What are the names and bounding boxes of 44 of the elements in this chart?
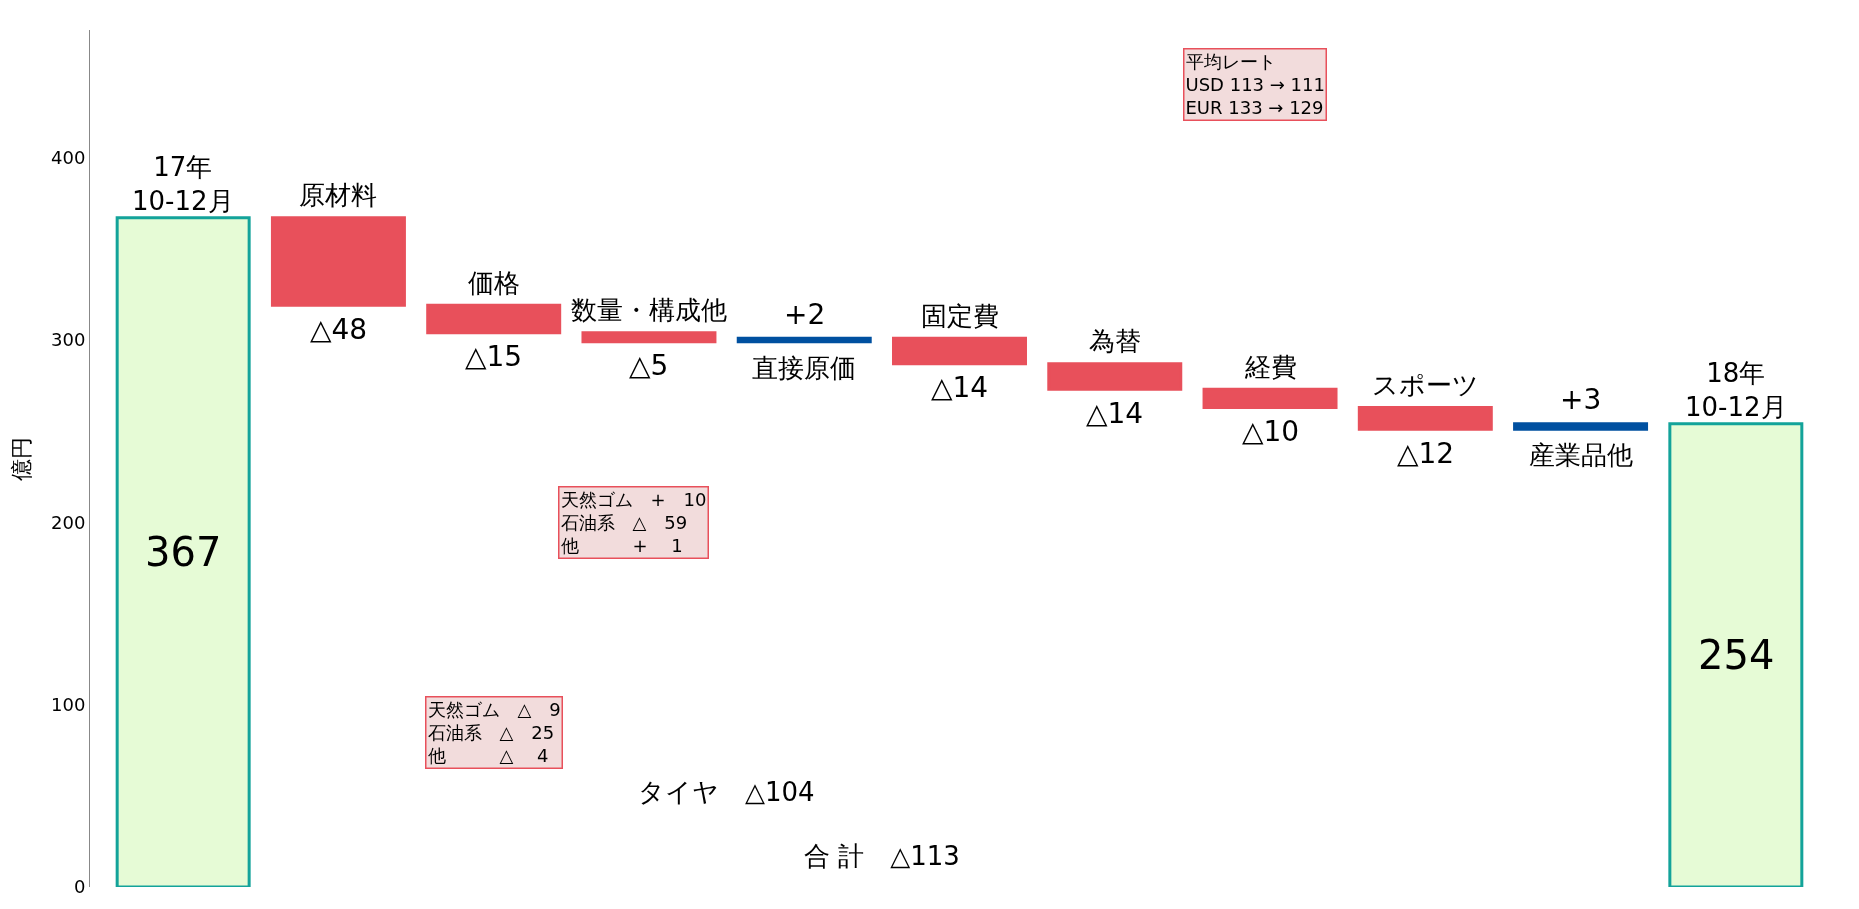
- y-tick-label: 200: [51, 511, 86, 533]
- x-tick-label: 価格: [468, 268, 520, 298]
- y-axis-title: 億円: [8, 436, 34, 481]
- bar: [736, 336, 872, 344]
- y-tick-label: 100: [51, 693, 86, 715]
- y-tick-label: 300: [51, 329, 86, 351]
- x-tick-label: 固定費: [921, 301, 999, 331]
- bar: [1357, 405, 1493, 431]
- annotation: タイヤ △104: [638, 777, 815, 807]
- x-tick-label: 数量・構成他: [571, 295, 727, 325]
- bar: [270, 216, 406, 307]
- bar: [892, 336, 1027, 366]
- y-tick-label: 400: [51, 146, 86, 168]
- data-label: △14: [1086, 397, 1144, 430]
- x-tick-label: スポーツ: [1372, 370, 1479, 400]
- data-label: △15: [465, 340, 523, 373]
- data-label: 367: [145, 529, 222, 575]
- data-label: +3: [1560, 383, 1602, 416]
- data-label: △12: [1397, 437, 1455, 470]
- y-tick-label: 0: [73, 876, 86, 898]
- bar: [581, 331, 717, 344]
- x-tick-label: 原材料: [299, 180, 377, 210]
- data-label: △48: [310, 313, 368, 346]
- annotation: 天然ゴム + 10 石油系 △ 59 他 + 1: [560, 488, 707, 557]
- x-tick-label: 産業品他: [1529, 440, 1633, 470]
- annotation: 天然ゴム △ 9 石油系 △ 25 他 △ 4: [427, 698, 561, 767]
- annotation: 平均レート USD 113 → 111 EUR 133 → 129: [1185, 50, 1325, 119]
- annotation: 合 計 △113: [804, 841, 960, 871]
- x-tick-label: 直接原価: [752, 353, 856, 383]
- x-tick-label: 18年 10-12月: [1685, 358, 1787, 422]
- data-label: △10: [1242, 415, 1300, 448]
- data-label: △5: [629, 349, 669, 382]
- bar: [426, 303, 562, 335]
- x-tick-label: 17年 10-12月: [132, 152, 234, 216]
- data-label: +2: [784, 298, 826, 331]
- x-tick-label: 為替: [1089, 326, 1141, 356]
- bar: [1513, 422, 1649, 431]
- bar: [1047, 362, 1183, 391]
- data-label: △14: [931, 371, 989, 404]
- bar: [115, 216, 251, 887]
- data-label: 254: [1698, 632, 1775, 678]
- bar: [1668, 422, 1804, 887]
- x-tick-label: 経費: [1244, 352, 1297, 382]
- bar: [1202, 387, 1338, 409]
